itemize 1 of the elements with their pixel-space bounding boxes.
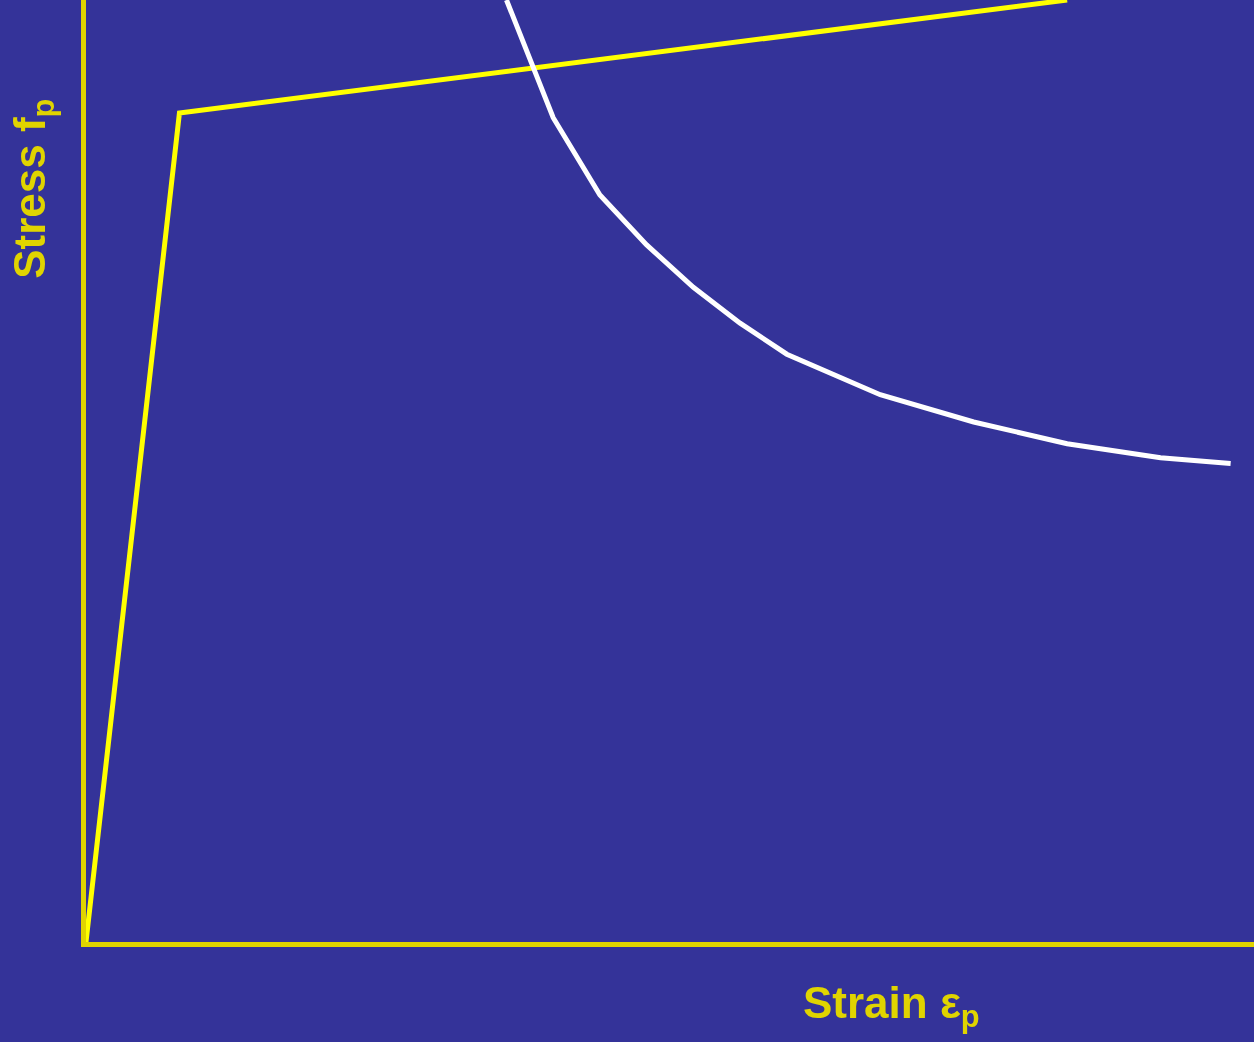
x-axis-title: Strain ε$_{p}$ [803, 978, 980, 1035]
